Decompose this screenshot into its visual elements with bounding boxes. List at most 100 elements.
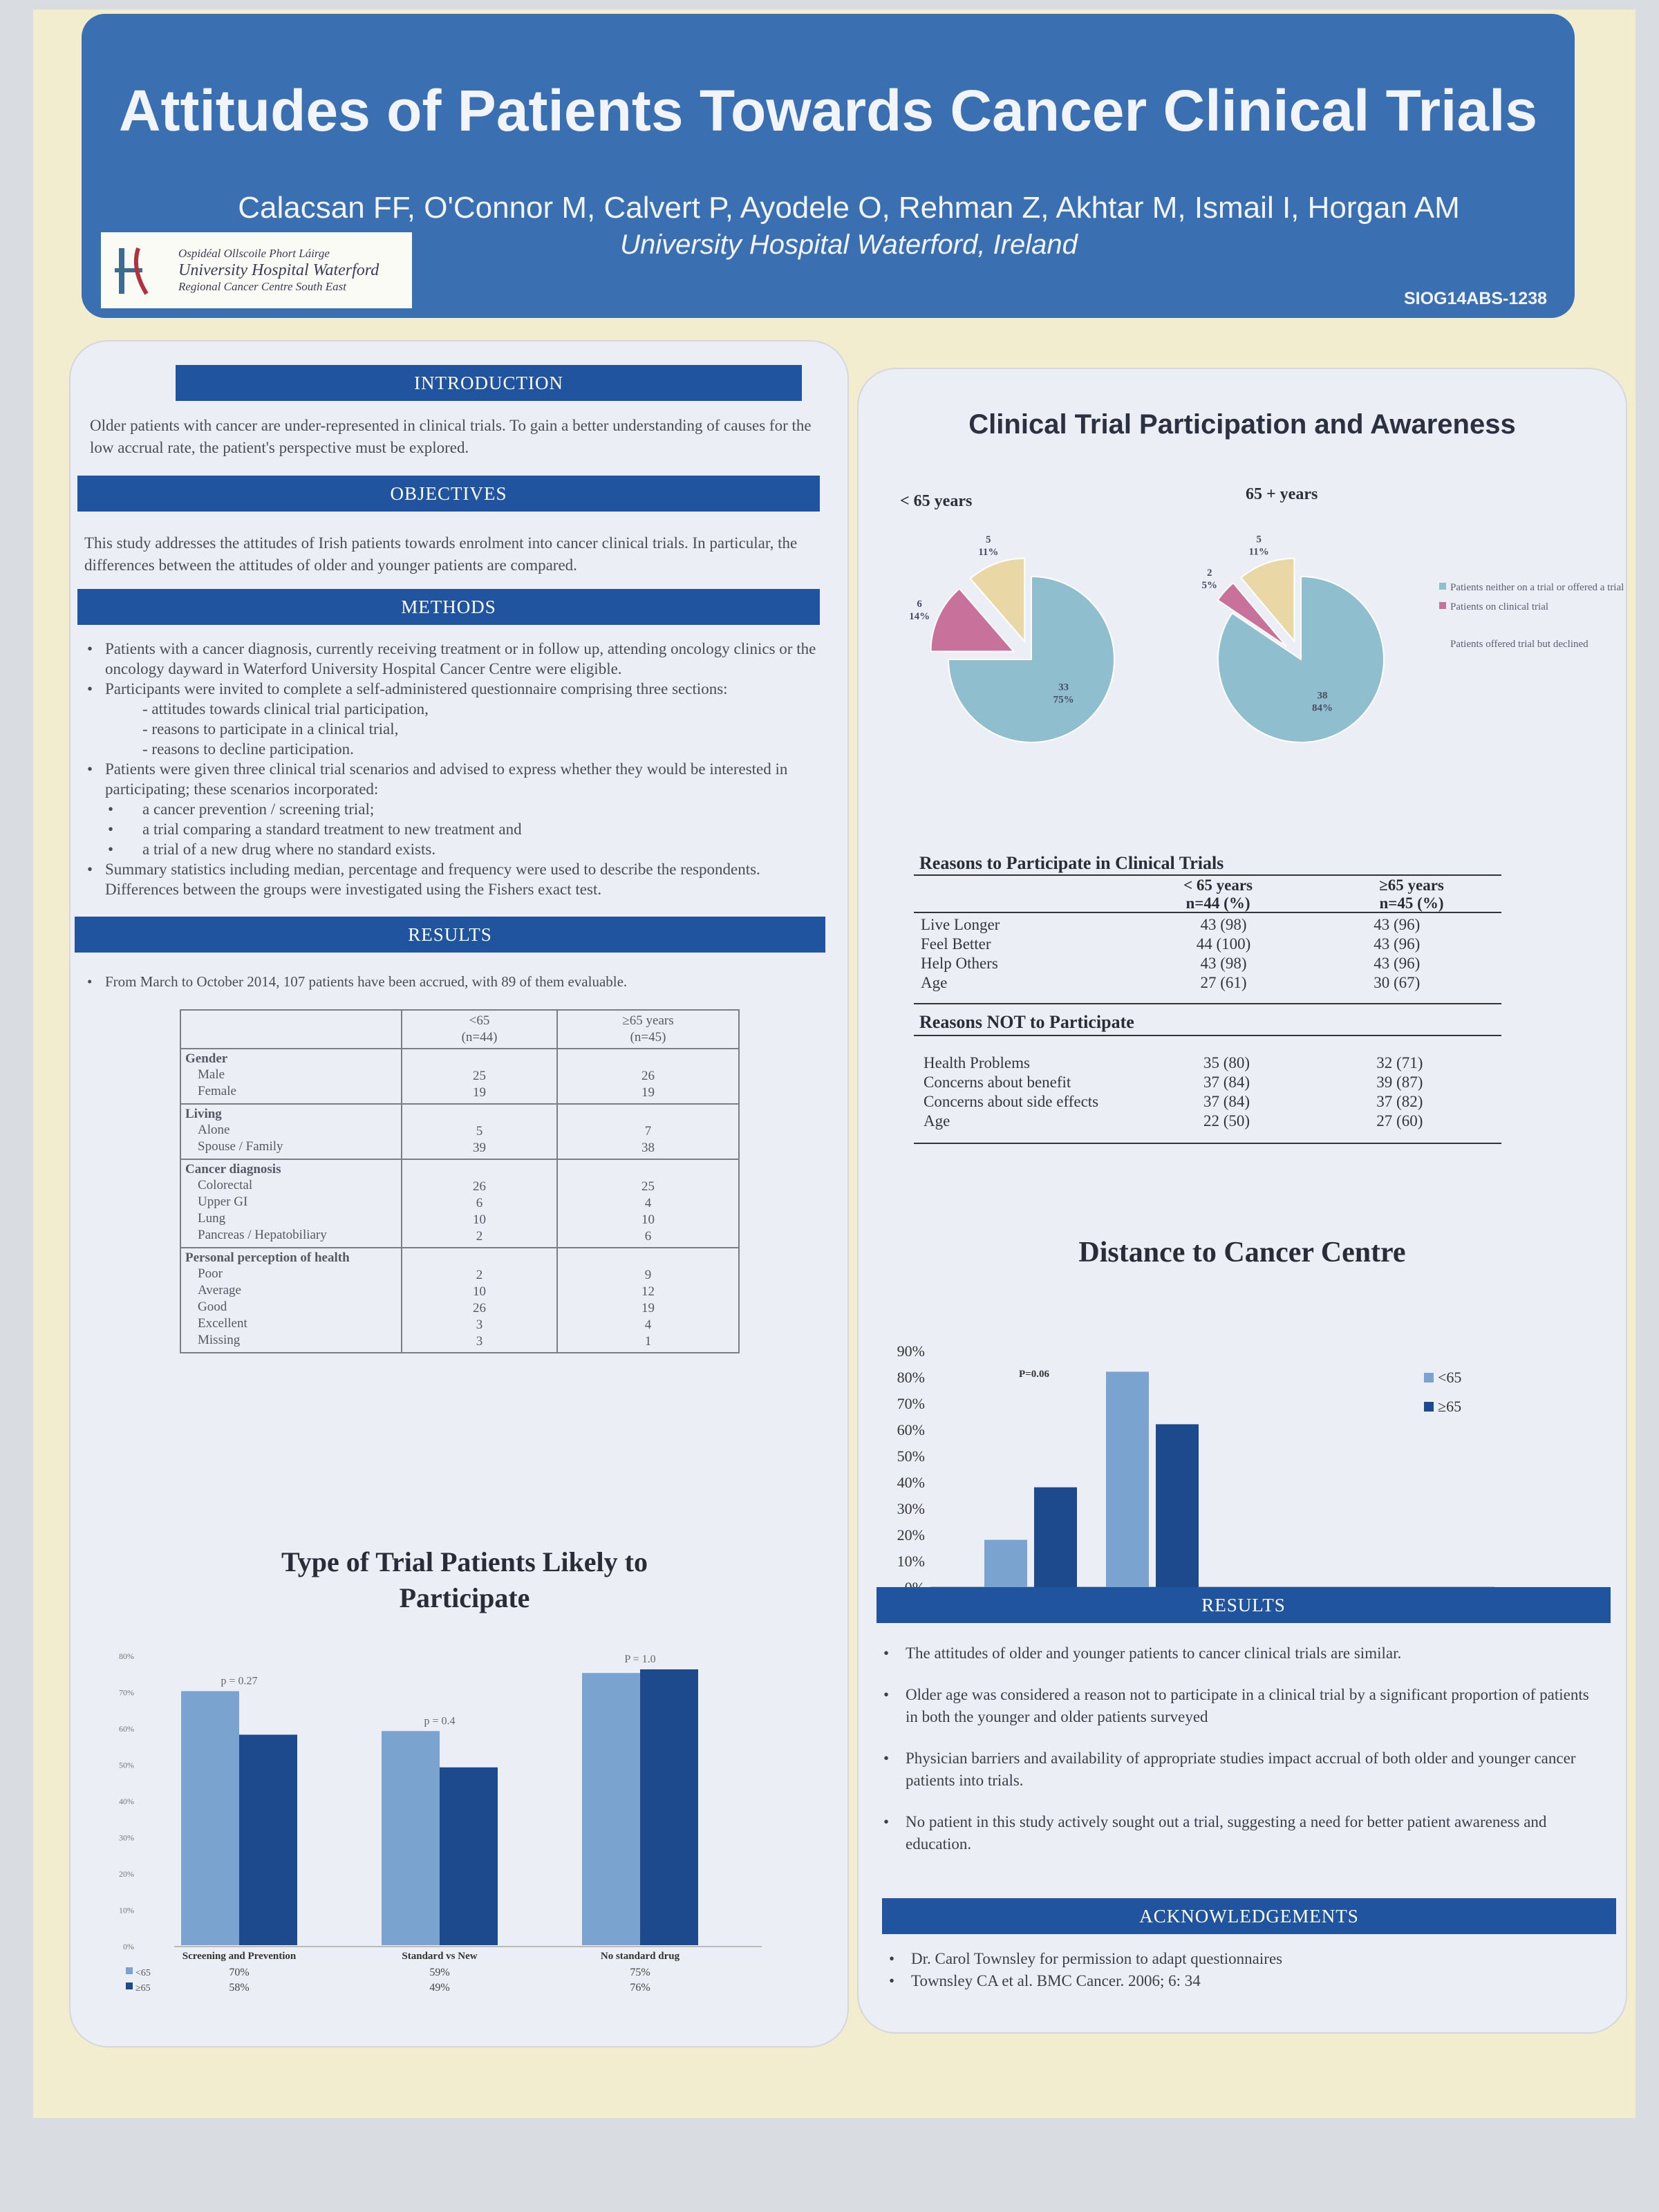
legend-swatch: [1424, 1402, 1434, 1412]
pie-slice: [1239, 557, 1295, 644]
bar-lt65: [181, 1691, 239, 1945]
value-label-lt65: 75%: [630, 1967, 650, 1978]
results-item: Older age was considered a reason not to…: [878, 1684, 1597, 1728]
logo-line-irish: Ospidéal Ollscoile Phort Láirge: [178, 247, 330, 260]
decline-reason-label: Concerns about benefit: [924, 1074, 1071, 1091]
pie-slice: [969, 557, 1026, 644]
value-cell: 26 19: [556, 1048, 740, 1105]
participate-reason-label: Feel Better: [921, 935, 991, 953]
table-row: Cancer diagnosis Colorectal Upper GI Lung Pa…: [180, 1159, 740, 1248]
trial-type-chart-title: Type of Trial Patients Likely to Partici…: [223, 1544, 706, 1616]
pie-count-label: 2: [1207, 568, 1212, 579]
bar-lt65: [582, 1673, 640, 1945]
decline-reason-row: Concerns about side effects 37 (84) 37 (82…: [919, 1092, 1486, 1112]
participate-reason-row: Feel Better 44 (100) 43 (96): [917, 935, 1483, 954]
p-value-label: p = 0.4: [424, 1715, 455, 1727]
bar-ge65: [1034, 1487, 1077, 1587]
y-tick-label: 10%: [119, 1906, 134, 1915]
table-row: Gender Male Female 25 19 26 19: [180, 1048, 740, 1105]
legend-label-ge65: ≥65: [135, 1983, 151, 1994]
value-cell: 26 6 10 2: [401, 1159, 558, 1248]
bar-ge65: [440, 1767, 498, 1945]
participate-reason-value: 43 (98): [1200, 916, 1247, 933]
y-tick-label: 40%: [119, 1797, 134, 1806]
pie-count-label: 6: [917, 599, 922, 610]
table-header-ge65: ≥65 years (n=45): [556, 1009, 740, 1049]
legend-label: Patients neither on a trial or offered a…: [1450, 582, 1624, 593]
pie-title: 65 + years: [1246, 487, 1318, 503]
trial-type-chart: 0% 10% 20% 30% 40% 50% 60% 70% 80% p = 0.27 Screen…: [119, 1651, 762, 1994]
participate-reason-value: 44 (100): [1196, 935, 1251, 953]
value-cell: 2 10 26 3 3: [401, 1247, 558, 1353]
pie-slice: [930, 588, 1015, 653]
reasons-col-lt65: < 65 years n=44 (%): [1183, 877, 1253, 912]
decline-reason-value: 27 (60): [1376, 1112, 1423, 1130]
abstract-code: SIOG14ABS-1238: [1403, 289, 1547, 308]
pie-pct-label: 5%: [1201, 580, 1217, 591]
poster-board: Attitudes of Patients Towards Cancer Cli…: [33, 10, 1635, 2118]
group-cell: Cancer diagnosis Colorectal Upper GI Lung Pa…: [180, 1159, 402, 1248]
reasons-col-ge65: ≥65 years n=45 (%): [1379, 877, 1444, 912]
y-tick-label: 10%: [897, 1553, 925, 1570]
decline-reason-value: 35 (80): [1203, 1054, 1250, 1071]
methods-item: Summary statistics including median, per…: [84, 859, 823, 899]
table-row: Personal perception of health Poor Average…: [180, 1247, 740, 1353]
bar-lt65: [382, 1731, 440, 1945]
y-tick-label: 40%: [897, 1474, 925, 1491]
methods-item: Patients with a cancer diagnosis, curren…: [84, 639, 823, 679]
results-intro: From March to October 2014, 107 patients…: [84, 972, 817, 992]
participate-reason-value: 30 (67): [1374, 974, 1421, 991]
decline-reason-label: Age: [924, 1112, 950, 1130]
methods-item: Participants were invited to complete a …: [84, 679, 823, 699]
p-value-label: P = 1.0: [624, 1653, 655, 1665]
legend-label: ≥65: [1438, 1398, 1461, 1415]
pie-slice: [947, 575, 1115, 743]
value-cell: 25 19: [401, 1048, 558, 1105]
methods-subitem: - reasons to participate in a clinical t…: [142, 720, 399, 738]
legend-label: <65: [1438, 1369, 1461, 1386]
legend-label: Patients on clinical trial: [1450, 601, 1548, 612]
participate-reason-label: Age: [921, 974, 948, 991]
category-label: Screening and Prevention: [182, 1951, 297, 1962]
methods-list: Patients with a cancer diagnosis, curren…: [84, 639, 823, 899]
legend-label-lt65: <65: [135, 1968, 151, 1978]
decline-reason-value: 39 (87): [1376, 1074, 1423, 1091]
legend-swatch: [1439, 583, 1446, 590]
value-cell: 9 12 19 4 1: [556, 1247, 740, 1353]
results-heading-right: RESULTS: [877, 1587, 1611, 1623]
y-tick-label: 50%: [119, 1761, 134, 1770]
pie-count-label: 5: [986, 534, 991, 545]
pie-pct-label: 14%: [909, 611, 930, 622]
bar-ge65: [640, 1669, 698, 1945]
reasons-rule-mid: [914, 1003, 1501, 1004]
decline-reason-row: Health Problems 35 (80) 32 (71): [919, 1053, 1486, 1073]
p-value-label: P=0.06: [1019, 1369, 1049, 1380]
bar-lt65: [1106, 1371, 1149, 1587]
bar-ge65: [239, 1734, 297, 1945]
trial-type-title-line2: Participate: [399, 1582, 530, 1613]
legend-swatch-lt65: [126, 1967, 133, 1974]
author-list: Calacsan FF, O'Connor M, Calvert P, Ayod…: [238, 191, 1460, 225]
reasons-title: Reasons to Participate in Clinical Trial…: [919, 853, 1224, 873]
bar-ge65: [1156, 1424, 1199, 1587]
decline-reason-value: 32 (71): [1376, 1054, 1423, 1071]
participate-reason-value: 27 (61): [1200, 974, 1247, 991]
participate-reason-row: Live Longer 43 (98) 43 (96): [917, 915, 1483, 935]
reasons-not-rule: [914, 1035, 1501, 1036]
logo-text: Ospidéal Ollscoile Phort Láirge Universi…: [178, 245, 379, 295]
results-heading-left: RESULTS: [75, 917, 825, 953]
results-intro-list: From March to October 2014, 107 patients…: [84, 972, 817, 992]
group-cell: Personal perception of health Poor Average…: [180, 1247, 402, 1353]
category-label: Standard vs New: [402, 1951, 477, 1962]
introduction-heading: INTRODUCTION: [176, 365, 802, 401]
reasons-rule-header: [914, 912, 1501, 913]
participate-reason-label: Help Others: [921, 955, 998, 972]
introduction-text: Older patients with cancer are under-rep…: [90, 417, 812, 456]
value-label-lt65: 70%: [229, 1967, 249, 1978]
results-list: The attitudes of older and younger patie…: [878, 1642, 1597, 1875]
decline-reason-value: 22 (50): [1203, 1112, 1250, 1130]
y-tick-label: 80%: [897, 1369, 925, 1386]
scenario-item: a trial of a new drug where no standard …: [84, 839, 823, 859]
results-item: Physician barriers and availability of a…: [878, 1747, 1597, 1792]
y-tick-label: 60%: [119, 1724, 134, 1734]
